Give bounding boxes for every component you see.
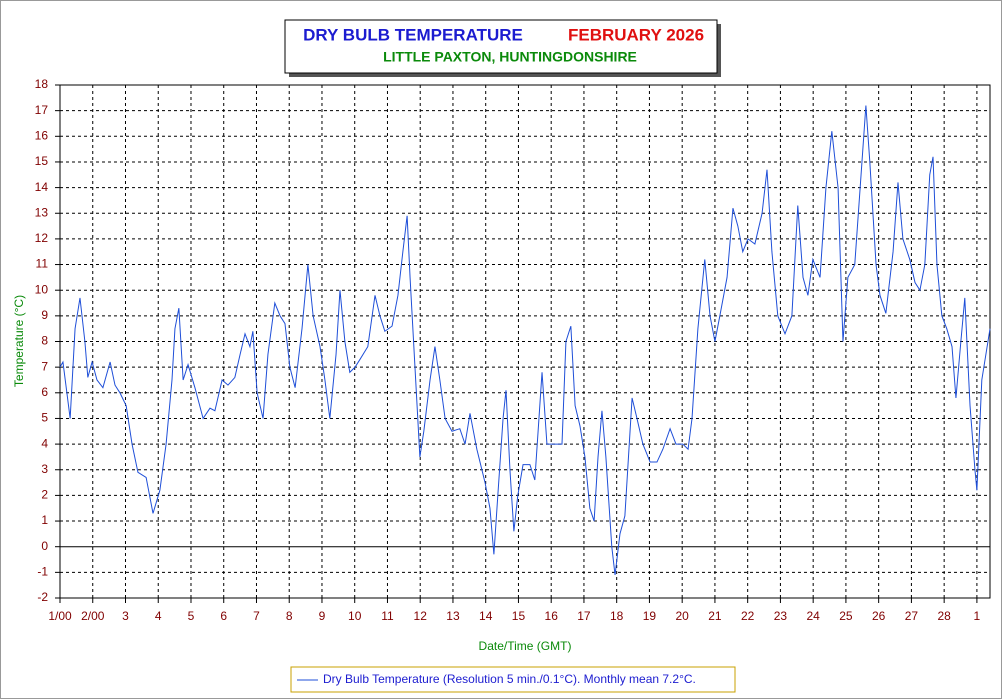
y-tick-label: 7 [41,359,48,373]
x-tick-label: 1/00 [48,609,72,623]
x-tick-label: 10 [348,609,362,623]
x-tick-label: 23 [774,609,788,623]
x-tick-label: 27 [905,609,919,623]
x-tick-label: 6 [220,609,227,623]
y-tick-label: 4 [41,436,48,450]
series-line [59,105,991,575]
x-tick-label: 22 [741,609,755,623]
y-tick-label: -1 [37,565,48,579]
y-tick-label: 16 [35,128,49,142]
y-tick-label: 0 [41,539,48,553]
x-tick-label: 3 [122,609,129,623]
y-tick-label: 13 [35,205,49,219]
y-tick-label: 2 [41,488,48,502]
x-tick-label: 16 [545,609,559,623]
legend-label: Dry Bulb Temperature (Resolution 5 min./… [323,672,696,686]
x-tick-label: 11 [381,609,394,623]
x-tick-label: 19 [643,609,657,623]
x-tick-label: 28 [937,609,951,623]
y-tick-label: 17 [35,103,49,117]
x-tick-label: 21 [708,609,722,623]
x-tick-label: 14 [479,609,493,623]
x-tick-label: 7 [253,609,260,623]
y-tick-label: 11 [36,257,49,271]
y-tick-label: 10 [35,282,49,296]
x-tick-label: 25 [839,609,853,623]
y-tick-label: 1 [41,513,48,527]
chart-subtitle: LITTLE PAXTON, HUNTINGDONSHIRE [383,49,637,65]
y-tick-label: -2 [37,590,48,604]
y-tick-label: 9 [41,308,48,322]
legend-box [290,666,736,693]
y-tick-label: 15 [35,154,49,168]
x-tick-label: 4 [155,609,162,623]
chart-title: DRY BULB TEMPERATURE [303,25,523,44]
y-tick-label: 6 [41,385,48,399]
x-tick-label: 18 [610,609,624,623]
x-tick-label: 9 [319,609,326,623]
title-box [284,19,718,74]
x-tick-label: 20 [676,609,690,623]
chart-period: FEBRUARY 2026 [568,25,704,44]
x-tick-label: 13 [446,609,460,623]
y-tick-label: 8 [41,334,48,348]
x-tick-label: 17 [577,609,591,623]
x-tick-label: 1 [974,609,981,623]
y-tick-label: 5 [41,411,48,425]
y-axis-label: Temperature (°C) [12,295,26,387]
y-tick-label: 12 [35,231,49,245]
x-axis-label: Date/Time (GMT) [479,639,572,653]
x-tick-label: 24 [806,609,820,623]
x-tick-label: 8 [286,609,293,623]
y-tick-label: 3 [41,462,48,476]
y-tick-label: 18 [35,77,49,91]
x-tick-label: 2/00 [81,609,105,623]
y-tick-label: 14 [35,180,49,194]
x-tick-label: 12 [414,609,428,623]
x-tick-label: 5 [188,609,195,623]
x-tick-label: 15 [512,609,526,623]
x-tick-label: 26 [872,609,886,623]
plot-border [59,84,991,599]
